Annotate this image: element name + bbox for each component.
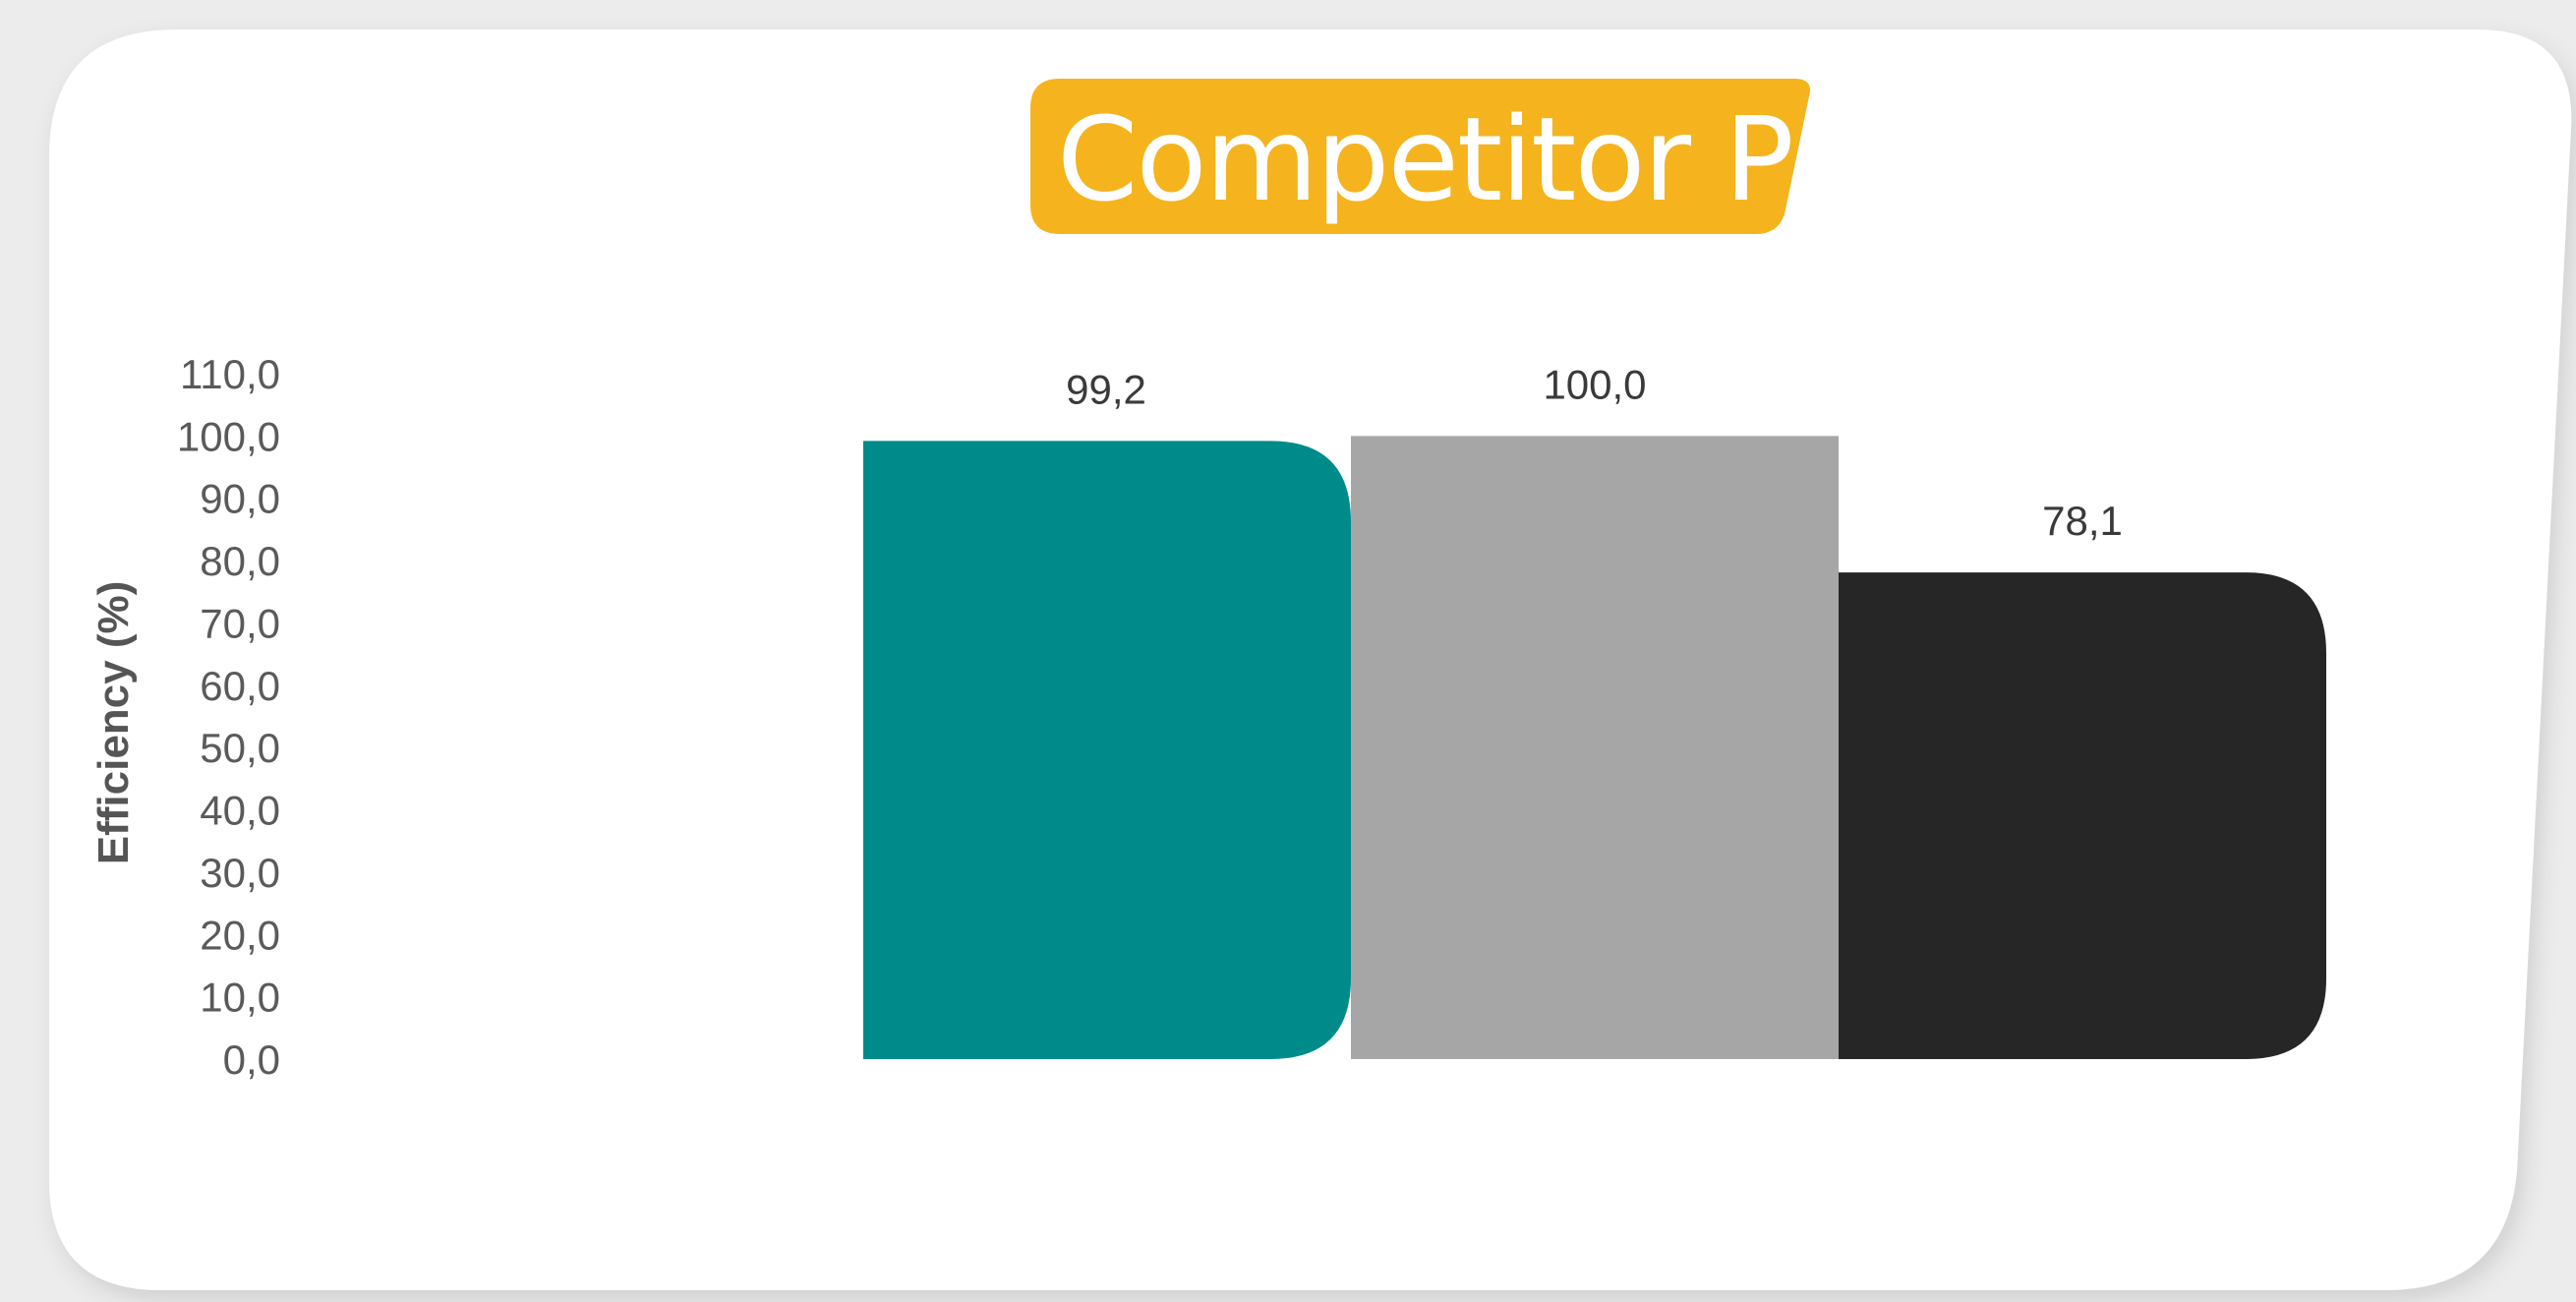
bar-value-label: 78,1: [2042, 498, 2123, 544]
bar-data-labels: 99,2 100,0 78,1: [1066, 361, 2123, 544]
y-tick-label: 50,0: [200, 725, 280, 771]
bar-value-label: 100,0: [1543, 361, 1646, 407]
y-tick-label: 0,0: [223, 1036, 280, 1083]
y-tick-label: 40,0: [200, 788, 280, 834]
y-tick-label: 20,0: [200, 912, 280, 958]
bar: [1839, 572, 2326, 1059]
y-tick-label: 70,0: [200, 600, 280, 646]
y-tick-label: 60,0: [200, 663, 280, 709]
y-tick-label: 90,0: [200, 476, 280, 522]
chart-title-badge: Competitor P: [1030, 79, 1810, 234]
y-tick-label: 10,0: [200, 975, 280, 1021]
y-axis-tick-labels: 0,0 10,0 20,0 30,0 40,0 50,0 60,0 70,0 80,0 90,0 1…: [177, 351, 280, 1083]
y-tick-label: 110,0: [180, 351, 280, 397]
y-tick-label: 30,0: [200, 850, 280, 896]
y-tick-label: 80,0: [200, 538, 280, 584]
y-axis-title: Efficiency (%): [89, 581, 138, 865]
bar: [863, 441, 1351, 1059]
bar-value-label: 99,2: [1066, 366, 1146, 412]
title-badge-shape: [1030, 79, 1810, 234]
y-tick-label: 100,0: [177, 413, 280, 459]
bar-series: [863, 436, 2326, 1059]
chart-title: Competitor P: [1057, 91, 1792, 227]
bar: [1351, 436, 1839, 1059]
